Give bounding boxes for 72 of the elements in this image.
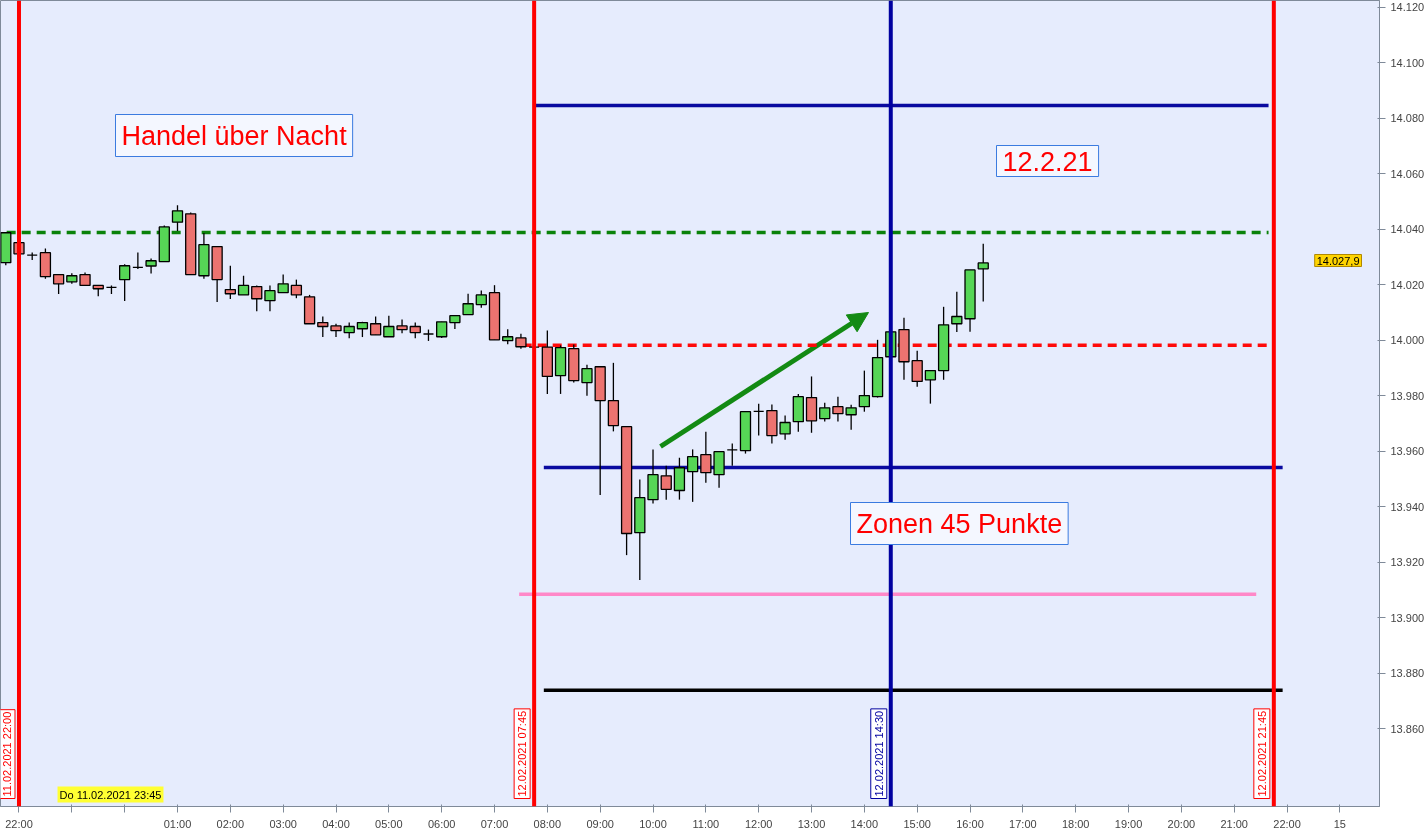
x-tick-label: 09:00 [586,817,614,830]
y-tick-label: 14.020 [1390,278,1425,291]
x-tick-label: 22:00 [1273,817,1301,830]
y-tick-label: 14.040 [1390,223,1425,236]
x-tick-label: 22:00 [5,817,33,830]
candlestick [237,275,250,296]
candlestick [52,273,65,295]
candlestick [819,402,831,423]
candlestick [951,291,963,333]
y-tick-label: 13.980 [1390,389,1425,402]
candlestick [224,265,236,300]
annotation: Zonen 45 Punkte [856,508,1063,539]
candlestick [673,457,686,501]
y-tick-label: 13.900 [1390,611,1425,624]
x-tick-label: 02:00 [216,817,245,830]
x-tick-label: 16:00 [956,817,984,830]
candlestick [924,369,937,405]
candlestick [686,448,699,503]
candlestick [581,364,593,397]
y-tick-label: 13.940 [1390,500,1425,513]
annotation: 12.2.21 [1002,146,1093,177]
x-tick-label: 06:00 [427,817,456,830]
candlestick [39,247,52,280]
x-tick-label: 04:00 [322,817,350,830]
candlestick [317,315,329,338]
x-tick-label: 10:00 [639,817,667,830]
candlestick [805,375,818,434]
x-tick-label: 08:00 [533,817,562,830]
y-tick-label: 13.860 [1390,722,1425,735]
x-tick-label: 20:00 [1167,817,1196,830]
x-tick-label: 17:00 [1009,817,1037,830]
candlestick [911,350,923,388]
x-tick-label: 07:00 [480,817,509,830]
annotation: 14.027,9 [1316,254,1360,267]
y-tick-label: 13.880 [1390,667,1425,680]
x-tick-label: 12:00 [744,817,773,830]
y-tick-label: 14.000 [1390,334,1425,347]
y-tick-label: 13.960 [1390,445,1425,458]
annotation: Handel über Nacht [121,120,348,151]
annotation: Do 11.02.2021 23:45 [59,788,162,801]
x-tick-label: 01:00 [163,817,192,830]
candlestick [369,315,382,336]
x-tick-label: 15 [1333,817,1347,830]
x-tick-label: 15:00 [903,817,931,830]
candlestick [977,243,989,303]
x-tick-label: 03:00 [269,817,297,830]
candlestick [726,442,738,467]
candlestick [251,284,263,312]
y-tick-label: 14.100 [1390,56,1425,69]
y-tick-label: 14.120 [1390,1,1425,14]
x-tick-label: 21:00 [1220,817,1248,830]
candlestick [660,465,672,501]
ref-line-label: 12.02.2021 07:45 [516,710,529,797]
candlestick [858,369,871,413]
x-tick-label: 19:00 [1114,817,1143,830]
y-tick-label: 14.060 [1390,167,1425,180]
candlestick [118,263,131,302]
ref-line-label: 11.02.2021 22:00 [0,711,13,797]
candlestick [171,204,184,232]
ref-line-label: 12.02.2021 14:30 [872,710,885,797]
candlestick [753,402,765,437]
candlestick [290,278,303,299]
x-tick-label: 14:00 [850,817,879,830]
x-tick-label: 18:00 [1061,817,1090,830]
y-tick-label: 13.920 [1390,556,1425,569]
candlestick [132,251,144,270]
ref-line-label: 12.02.2021 21:45 [1255,710,1268,797]
x-tick-label: 13:00 [797,817,826,830]
x-tick-label: 11:00 [692,817,720,830]
y-tick-label: 14.080 [1390,112,1425,125]
candlestick [462,293,474,316]
x-tick-label: 05:00 [375,817,403,830]
